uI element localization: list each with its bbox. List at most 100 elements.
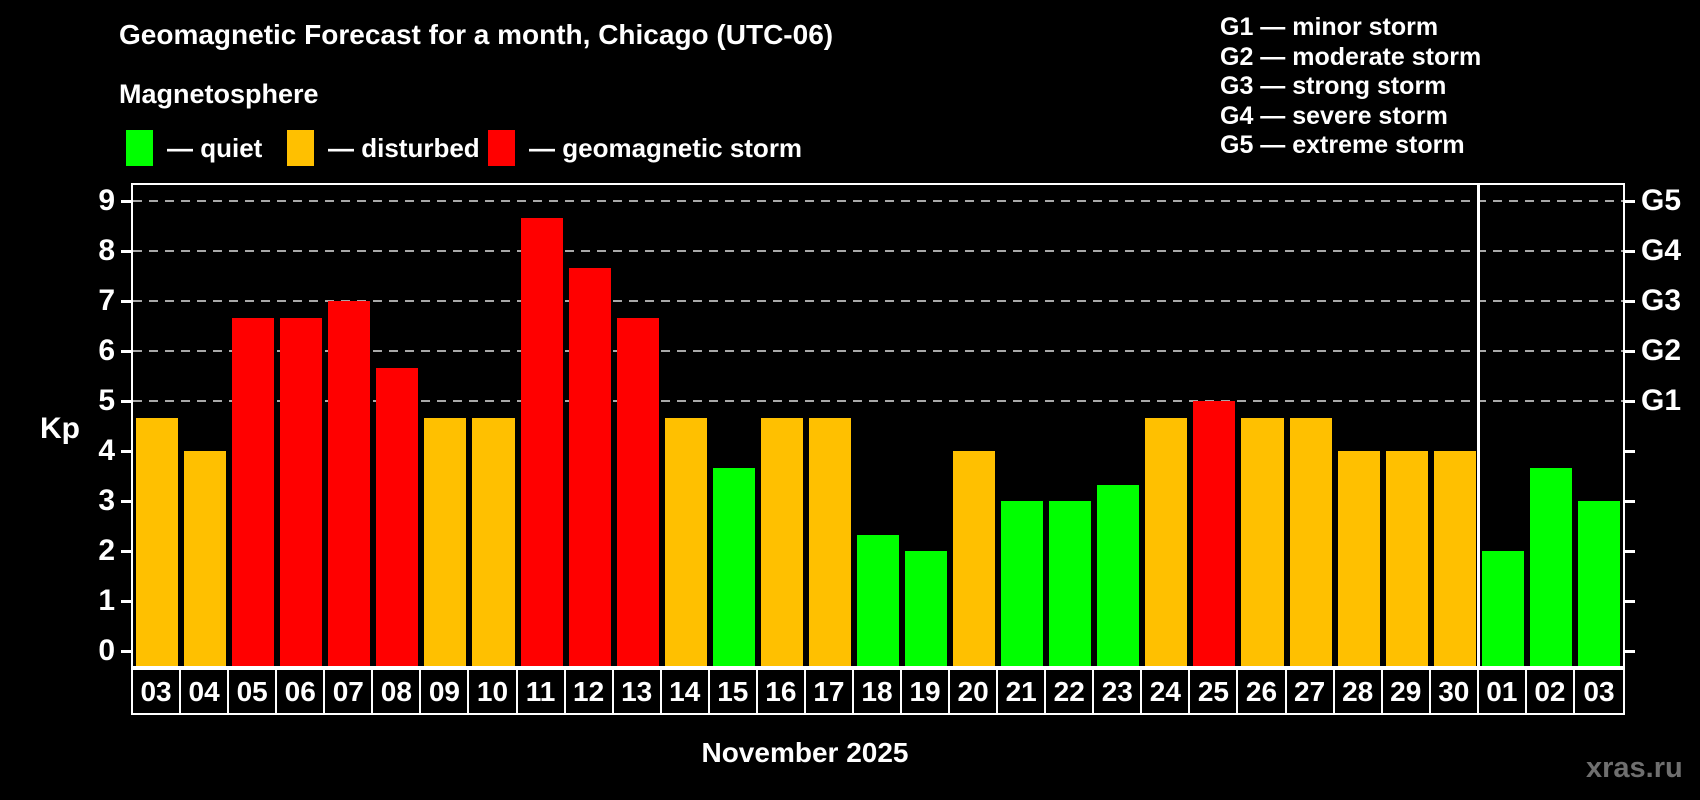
kp-bar-21 (1001, 501, 1044, 666)
plot-area (131, 183, 1625, 668)
kp-tick-label-3: 3 (98, 484, 115, 517)
kp-bar-27 (1289, 417, 1332, 666)
gridline-kp-6 (133, 350, 1623, 352)
date-label-nov-29: 29 (1380, 668, 1431, 715)
date-label-nov-27: 27 (1284, 668, 1335, 715)
disturbed-swatch-icon (287, 130, 314, 166)
kp-tick-label-6: 6 (98, 334, 115, 367)
g-label-G4: G4 (1641, 234, 1682, 267)
month-label: November 2025 (701, 737, 909, 768)
kp-bar-09 (424, 417, 467, 666)
kp-bar-22 (1049, 501, 1092, 666)
date-label-nov-25: 25 (1188, 668, 1239, 715)
g-tick-3 (1625, 500, 1635, 503)
date-label-nov-05: 05 (227, 668, 278, 715)
kp-bar-20 (953, 451, 996, 666)
date-label-nov-03: 03 (131, 668, 182, 715)
kp-bar-04 (184, 451, 227, 666)
kp-bar-23 (1097, 484, 1140, 666)
legend-label-storm: — geomagnetic storm (529, 132, 803, 163)
g-legend-line-3: G3 — strong storm (1220, 72, 1447, 100)
date-label-dec-01: 01 (1476, 668, 1527, 715)
g-tick-8 (1625, 250, 1635, 253)
kp-tick-8 (121, 250, 131, 253)
date-axis: 03 04 05 06 07 08 09 10 11 12 13 14 15 16 17 18 19 20 21 22… (131, 668, 1625, 715)
date-label-nov-13: 13 (611, 668, 662, 715)
date-label-nov-14: 14 (659, 668, 710, 715)
kp-tick-2 (121, 550, 131, 553)
g-tick-0 (1625, 650, 1635, 653)
g-scale-legend: G1 — minor storm G2 — moderate storm G3 … (1220, 13, 1481, 161)
gridline-kp-9 (133, 200, 1623, 202)
chart-subtitle: Magnetosphere (119, 79, 319, 109)
date-label-nov-04: 04 (179, 668, 230, 715)
kp-bar-07 (328, 301, 371, 666)
kp-bar-05 (232, 317, 275, 666)
date-label-nov-11: 11 (515, 668, 566, 715)
date-label-dec-02: 02 (1524, 668, 1575, 715)
kp-bar-24 (1145, 417, 1188, 666)
kp-axis-label: Kp (40, 412, 80, 445)
watermark: xras.ru (1586, 752, 1683, 784)
g-legend-line-5: G5 — extreme storm (1220, 131, 1465, 159)
kp-bar-02 (1529, 467, 1572, 666)
date-label-nov-09: 09 (419, 668, 470, 715)
kp-bar-18 (856, 534, 900, 666)
date-label-nov-15: 15 (707, 668, 758, 715)
g-tick-1 (1625, 600, 1635, 603)
date-label-nov-22: 22 (1044, 668, 1095, 715)
date-label-nov-16: 16 (755, 668, 806, 715)
g-tick-9 (1625, 200, 1635, 203)
kp-tick-3 (121, 500, 131, 503)
kp-tick-6 (121, 350, 131, 353)
date-label-nov-28: 28 (1332, 668, 1383, 715)
kp-tick-4 (121, 450, 131, 453)
legend-label-disturbed: — disturbed (328, 132, 480, 163)
chart-title: Geomagnetic Forecast for a month, Chicag… (119, 19, 834, 50)
gridline-kp-5 (133, 400, 1623, 402)
g-tick-4 (1625, 450, 1635, 453)
storm-swatch-icon (488, 130, 515, 166)
kp-tick-7 (121, 300, 131, 303)
kp-bar-17 (808, 417, 851, 666)
kp-tick-label-1: 1 (98, 584, 115, 617)
g-tick-7 (1625, 300, 1635, 303)
kp-bar-08 (376, 367, 419, 666)
kp-bar-10 (472, 417, 515, 666)
quiet-swatch-icon (126, 130, 153, 166)
date-label-nov-23: 23 (1092, 668, 1143, 715)
legend-item-quiet: — quiet (126, 129, 262, 167)
month-separator-line (1477, 185, 1481, 666)
date-label-dec-03: 03 (1572, 668, 1625, 715)
g-label-G3: G3 (1641, 284, 1682, 317)
date-label-nov-10: 10 (467, 668, 518, 715)
g-tick-2 (1625, 550, 1635, 553)
kp-bar-03 (1577, 501, 1620, 666)
g-legend-line-2: G2 — moderate storm (1220, 42, 1482, 71)
kp-bar-30 (1433, 451, 1476, 666)
g-label-G5: G5 (1641, 184, 1682, 217)
kp-tick-label-0: 0 (98, 634, 115, 667)
legend-label-quiet: — quiet (167, 132, 263, 163)
kp-bar-14 (664, 417, 707, 666)
g-legend-line-4: G4 — severe storm (1220, 101, 1448, 130)
kp-bar-25 (1193, 401, 1236, 666)
kp-bar-01 (1481, 551, 1524, 666)
date-label-nov-17: 17 (803, 668, 854, 715)
kp-tick-0 (121, 650, 131, 653)
date-label-nov-20: 20 (948, 668, 999, 715)
date-label-nov-24: 24 (1140, 668, 1191, 715)
kp-tick-1 (121, 600, 131, 603)
date-label-nov-30: 30 (1428, 668, 1479, 715)
kp-tick-5 (121, 400, 131, 403)
kp-bar-13 (616, 317, 659, 666)
date-label-nov-18: 18 (851, 668, 903, 715)
gridline-kp-8 (133, 250, 1623, 252)
kp-bar-26 (1241, 417, 1284, 666)
g-tick-6 (1625, 350, 1635, 353)
g-legend-line-1: G1 — minor storm (1220, 13, 1439, 41)
g-tick-5 (1625, 400, 1635, 403)
date-label-nov-08: 08 (371, 668, 422, 715)
kp-bar-06 (280, 317, 323, 666)
